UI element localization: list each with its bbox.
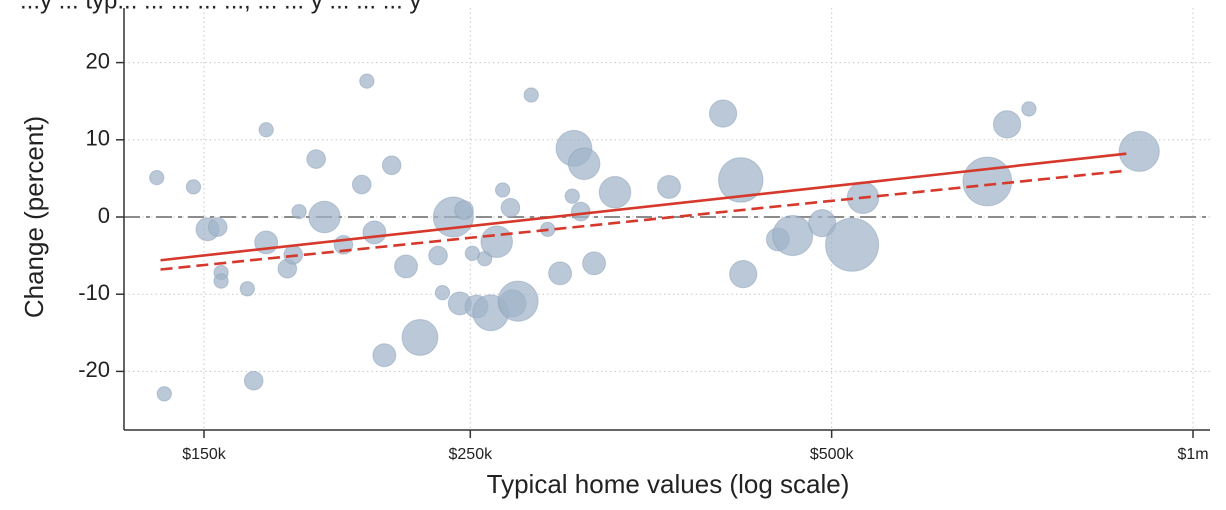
data-point — [1118, 130, 1160, 172]
data-point — [548, 261, 573, 286]
data-point — [1021, 101, 1037, 117]
data-point — [582, 251, 607, 276]
data-point — [454, 200, 474, 220]
data-point — [394, 254, 418, 279]
data-point — [401, 319, 439, 356]
data-point — [149, 169, 165, 186]
data-point — [243, 370, 264, 391]
data-point — [185, 179, 202, 195]
x-tick-label: $1m — [1177, 446, 1208, 463]
y-tick-label: 10 — [86, 126, 110, 151]
data-point — [992, 110, 1022, 139]
data-points — [149, 73, 1160, 402]
y-tick-label: 20 — [86, 48, 110, 73]
data-point — [207, 217, 228, 237]
x-axis-title: Typical home values (log scale) — [487, 469, 850, 499]
data-point — [362, 220, 387, 245]
x-tick-label: $150k — [182, 446, 227, 463]
data-point — [500, 197, 521, 218]
data-point — [359, 73, 375, 89]
data-point — [808, 209, 837, 238]
title-layer: ...y ... typ... ... ... ... ..., ... ...… — [20, 0, 421, 14]
data-point — [156, 386, 172, 402]
data-point — [962, 156, 1013, 207]
data-point — [258, 122, 274, 138]
data-point — [772, 214, 814, 257]
data-point — [291, 203, 307, 220]
data-point — [494, 182, 511, 198]
data-point — [657, 174, 681, 199]
data-point — [480, 225, 513, 258]
data-point — [434, 285, 451, 301]
gridlines — [124, 8, 1210, 430]
data-point — [825, 217, 880, 272]
x-tick-label: $250k — [449, 446, 494, 463]
data-point — [718, 157, 764, 203]
fit-line-solid — [160, 152, 1127, 262]
data-point — [523, 87, 539, 103]
axes: 20 10 0 -10 -20 $150k $250k $500k $1m — [78, 8, 1210, 463]
x-tick-label: $500k — [810, 446, 855, 463]
data-point — [497, 280, 539, 322]
data-point — [372, 343, 397, 368]
data-point — [213, 273, 229, 289]
data-point — [564, 188, 580, 204]
data-point — [729, 260, 758, 289]
data-point — [567, 147, 601, 180]
y-tick-label: -10 — [78, 280, 110, 305]
fit-lines — [160, 152, 1127, 271]
y-tick-label: 0 — [98, 203, 110, 228]
chart-title-partial: ...y ... typ... ... ... ... ..., ... ...… — [20, 0, 421, 14]
data-point — [351, 174, 372, 195]
data-point — [306, 149, 326, 169]
data-point — [308, 200, 341, 234]
data-point — [428, 245, 448, 266]
data-point — [570, 201, 591, 222]
y-tick-label: -20 — [78, 357, 110, 382]
data-point — [708, 99, 738, 128]
y-axis-title: Change (percent) — [19, 116, 49, 318]
data-point — [381, 155, 402, 176]
data-point — [598, 176, 632, 209]
data-point — [239, 281, 255, 297]
